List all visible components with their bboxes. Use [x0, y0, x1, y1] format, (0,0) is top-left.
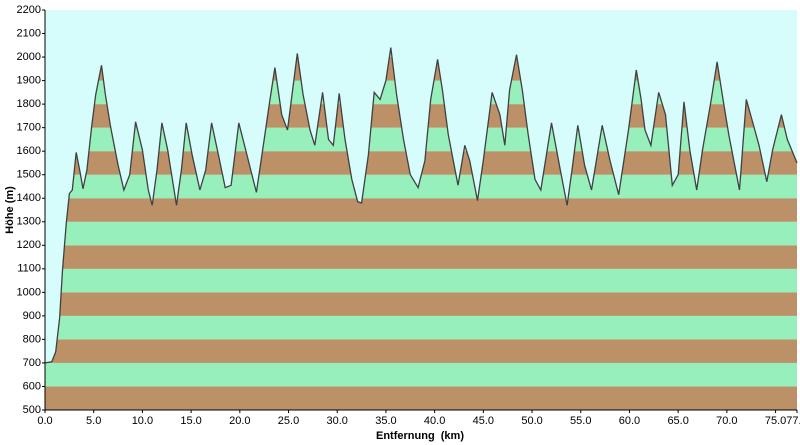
- y-tick-label: 600: [23, 380, 41, 392]
- marks: [44, 47, 798, 364]
- x-tick-label: 30.0: [327, 415, 348, 427]
- x-tick-label: 20.0: [229, 415, 250, 427]
- y-tick-label: 1800: [17, 98, 41, 110]
- x-tick-label: 35.0: [375, 415, 396, 427]
- y-axis-title: Höhe (m): [4, 186, 16, 234]
- y-tick-label: 1600: [17, 145, 41, 157]
- x-tick-label: 10.0: [132, 415, 153, 427]
- y-tick-label: 900: [23, 310, 41, 322]
- x-tick-label: 15.0: [180, 415, 201, 427]
- band: [45, 245, 797, 269]
- x-tick-label: 25.0: [278, 415, 299, 427]
- y-tick-label: 2000: [17, 51, 41, 63]
- y-tick-label: 1900: [17, 74, 41, 86]
- x-tick-label: 75.0: [765, 415, 786, 427]
- y-tick-label: 2200: [17, 4, 41, 16]
- y-tick-label: 700: [23, 357, 41, 369]
- band: [45, 386, 797, 410]
- band: [45, 315, 797, 340]
- x-tick-label: 45.0: [473, 415, 494, 427]
- x-tick-label: 60.0: [619, 415, 640, 427]
- y-tick-label: 800: [23, 333, 41, 345]
- x-axis-title: Entfernung (km): [376, 430, 464, 442]
- x-tick-label: 70.0: [716, 415, 737, 427]
- x-tick-label: 0.0: [37, 415, 52, 427]
- y-tick-label: 1000: [17, 286, 41, 298]
- band: [45, 221, 797, 246]
- x-tick-label: 5.0: [86, 415, 101, 427]
- profile-line: [44, 47, 798, 364]
- y-tick-label: 1400: [17, 192, 41, 204]
- band: [45, 292, 797, 316]
- y-tick-label: 1300: [17, 216, 41, 228]
- x-tick-label: 77.2: [786, 415, 800, 427]
- y-tick-label: 1100: [17, 263, 41, 275]
- band: [45, 268, 797, 293]
- band: [45, 362, 797, 387]
- band: [45, 174, 797, 199]
- y-tick-label: 2100: [17, 27, 41, 39]
- y-tick-label: 1700: [17, 122, 41, 134]
- x-tick-label: 55.0: [570, 415, 591, 427]
- y-tick-label: 1200: [17, 239, 41, 251]
- y-tick-label: 500: [23, 404, 41, 416]
- x-tick-label: 65.0: [667, 415, 688, 427]
- x-tick-label: 50.0: [521, 415, 542, 427]
- band: [45, 198, 797, 222]
- x-tick-label: 40.0: [424, 415, 445, 427]
- y-tick-label: 1500: [17, 169, 41, 181]
- band: [45, 339, 797, 363]
